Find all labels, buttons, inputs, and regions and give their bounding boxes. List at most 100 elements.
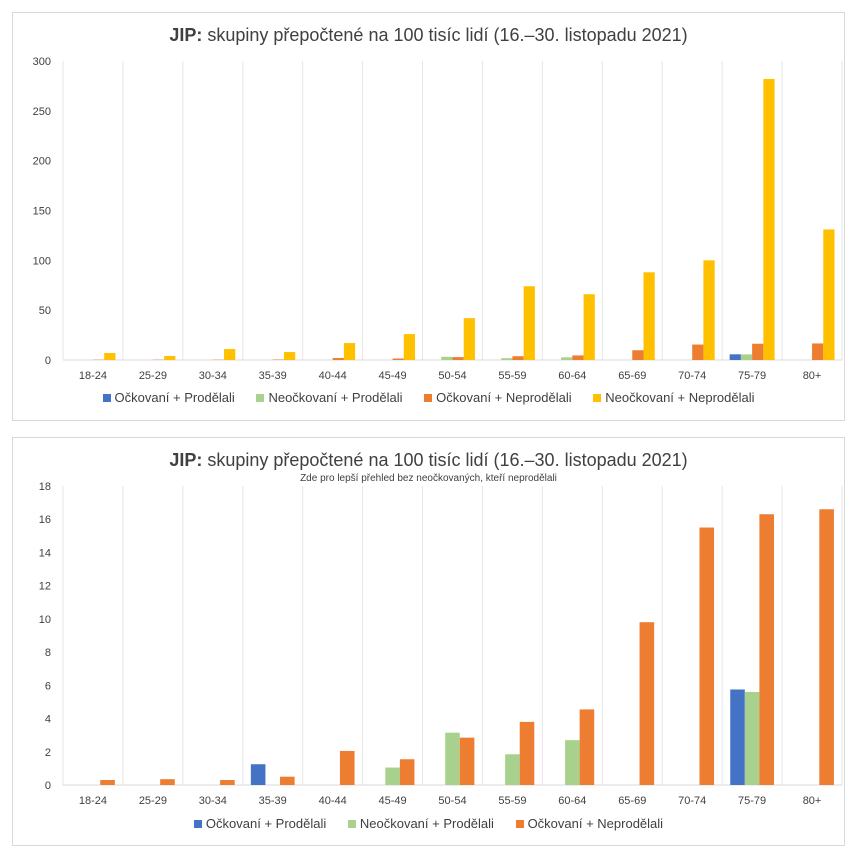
legend-label: Očkovaní + Prodělali: [114, 390, 235, 405]
bar: [164, 356, 176, 360]
legend-swatch: [193, 820, 202, 828]
legend-label: Očkovaní + Neprodělali: [436, 390, 572, 405]
chart-title-rest: skupiny přepočtené na 100 tisíc lidí (16…: [202, 25, 688, 45]
x-tick-label: 45-49: [379, 795, 407, 807]
bar: [452, 357, 464, 360]
y-tick-label: 0: [45, 355, 51, 367]
legend-swatch: [593, 394, 602, 402]
bar: [639, 622, 655, 785]
bar: [565, 740, 580, 785]
legend-item: Očkovaní + Neprodělali: [515, 816, 664, 831]
bar: [643, 272, 655, 360]
bar: [463, 318, 475, 360]
legend-label: Neočkovaní + Prodělali: [268, 390, 403, 405]
x-tick-label: 50-54: [438, 795, 466, 807]
bar: [692, 344, 704, 360]
x-tick-label: 65-69: [618, 795, 646, 807]
x-tick-label: 35-39: [259, 370, 287, 382]
chart-plot-1: 0 50 100 150 200 250 300 18-24 25-29 30-34 35-39 40…: [33, 56, 843, 382]
bar: [332, 358, 344, 360]
bar: [583, 294, 595, 360]
bar: [519, 721, 535, 785]
legend-swatch: [102, 394, 111, 402]
bar: [512, 356, 524, 360]
bar: [572, 355, 584, 360]
x-tick-label: 40-44: [319, 370, 347, 382]
legend-item: Neočkovaní + Neprodělali: [593, 390, 755, 405]
x-tick-label: 25-29: [139, 370, 167, 382]
x-tick-label: 40-44: [319, 795, 347, 807]
x-tick-label: 70-74: [678, 370, 706, 382]
bar: [632, 350, 644, 360]
x-tick-label: 75-79: [738, 370, 766, 382]
chart-title-rest: skupiny přepočtené na 100 tisíc lidí (16…: [202, 450, 688, 470]
x-tick-label: 65-69: [618, 370, 646, 382]
y-tick-label: 18: [39, 481, 51, 493]
legend-label: Neočkovaní + Neprodělali: [605, 390, 755, 405]
x-tick-label: 30-34: [199, 370, 227, 382]
x-tick-label: 45-49: [379, 370, 407, 382]
legend-swatch: [256, 394, 265, 402]
bar: [523, 286, 535, 360]
bar: [752, 343, 764, 360]
bar: [744, 691, 760, 785]
bar: [459, 737, 475, 785]
bar: [445, 732, 460, 785]
bar: [100, 780, 115, 785]
bar: [441, 356, 453, 360]
y-tick-label: 300: [33, 56, 51, 68]
x-tick-label: 80+: [803, 795, 822, 807]
chart-subtitle: Zde pro lepší přehled bez neočkovaných, …: [300, 473, 557, 484]
bar: [763, 78, 775, 360]
x-tick-label: 18-24: [79, 370, 107, 382]
bar: [339, 750, 355, 785]
bar: [579, 709, 595, 785]
legend-swatch: [515, 820, 524, 828]
chart-legend-2: Očkovaní + Prodělali Neočkovaní + Proděl…: [13, 816, 844, 831]
bar: [224, 349, 236, 360]
bar: [703, 260, 715, 360]
chart-title: JIP: skupiny přepočtené na 100 tisíc lid…: [13, 450, 844, 471]
y-tick-label: 12: [39, 581, 51, 593]
legend-item: Očkovaní + Prodělali: [102, 390, 235, 405]
bar: [385, 767, 400, 785]
bar: [823, 229, 835, 360]
chart-panel-1: JIP: skupiny přepočtené na 100 tisíc lid…: [12, 12, 845, 421]
chart-title: JIP: skupiny přepočtené na 100 tisíc lid…: [13, 25, 844, 46]
y-tick-label: 8: [45, 647, 51, 659]
bar: [403, 334, 416, 360]
chart-plot-2: 0 2 4 6 8 10 12 14 16 18 18-24 25-29 30-34 35-39 40-44…: [39, 481, 843, 807]
x-tick-label: 70-74: [678, 795, 706, 807]
bar: [104, 353, 116, 360]
bar: [283, 352, 296, 360]
bar: [561, 357, 573, 360]
chart-panel-2: JIP: skupiny přepočtené na 100 tisíc lid…: [12, 437, 845, 846]
bar: [160, 779, 175, 785]
bar: [699, 527, 715, 785]
y-tick-label: 200: [33, 156, 51, 168]
bar: [250, 764, 266, 785]
bar: [392, 358, 404, 360]
legend-label: Očkovaní + Neprodělali: [527, 816, 664, 831]
x-tick-label: 30-34: [199, 795, 227, 807]
x-tick-label: 50-54: [438, 370, 466, 382]
bar: [280, 776, 295, 785]
x-tick-label: 35-39: [259, 795, 287, 807]
chart-title-bold: JIP:: [169, 450, 203, 470]
bar: [819, 509, 834, 785]
y-tick-label: 100: [33, 255, 51, 267]
x-tick-label: 25-29: [139, 795, 167, 807]
legend-item: Neočkovaní + Prodělali: [347, 816, 494, 831]
bar: [220, 780, 235, 785]
legend-swatch: [424, 394, 433, 402]
legend-item: Očkovaní + Prodělali: [193, 816, 327, 831]
bar: [740, 354, 753, 360]
x-tick-label: 75-79: [738, 795, 766, 807]
bar: [505, 754, 520, 785]
legend-label: Očkovaní + Prodělali: [205, 816, 327, 831]
bar: [812, 343, 824, 360]
bar: [501, 358, 513, 360]
y-tick-label: 6: [45, 680, 51, 692]
legend-item: Neočkovaní + Prodělali: [256, 390, 403, 405]
bar: [343, 343, 356, 360]
